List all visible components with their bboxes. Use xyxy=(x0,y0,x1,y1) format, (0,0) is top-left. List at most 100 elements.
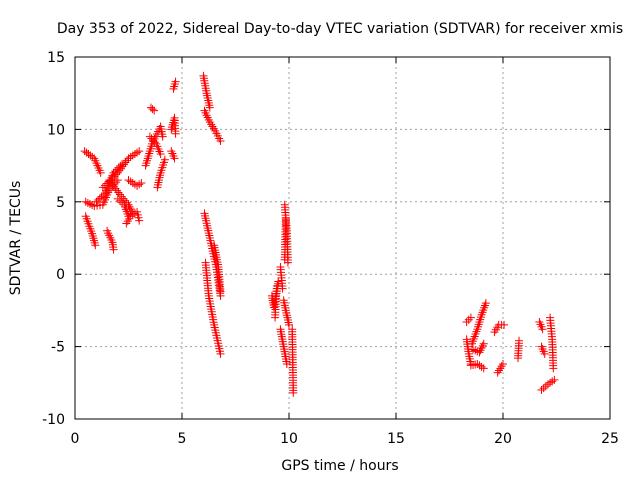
data-point xyxy=(500,320,509,329)
data-point xyxy=(112,186,121,195)
data-point xyxy=(170,154,179,163)
data-point xyxy=(548,377,557,386)
data-point xyxy=(135,216,144,225)
data-point xyxy=(112,170,121,179)
data-point xyxy=(156,150,165,159)
data-point xyxy=(473,359,482,368)
data-point xyxy=(133,148,142,157)
data-point xyxy=(97,192,106,201)
data-point xyxy=(133,181,142,190)
data-point xyxy=(150,138,159,147)
data-point xyxy=(83,198,92,207)
data-point xyxy=(171,77,180,86)
data-point xyxy=(106,178,115,187)
data-point xyxy=(158,132,167,141)
x-tick-label: 5 xyxy=(178,431,187,447)
data-point xyxy=(499,359,507,368)
data-point xyxy=(146,103,155,112)
y-tick-label: 5 xyxy=(56,195,65,211)
data-point xyxy=(549,364,558,373)
data-point xyxy=(550,375,559,384)
x-tick-label: 10 xyxy=(280,431,298,447)
data-point xyxy=(216,136,225,145)
x-axis-title: GPS time / hours xyxy=(281,458,398,474)
data-point xyxy=(540,349,549,358)
data-point xyxy=(103,179,112,188)
data-point xyxy=(88,201,97,210)
plot-frame xyxy=(74,56,611,420)
data-point xyxy=(111,184,120,193)
data-point xyxy=(479,364,488,373)
data-points xyxy=(80,71,559,397)
y-axis-title: SDTVAR / TECUs xyxy=(8,181,24,296)
data-point xyxy=(100,181,109,190)
data-point xyxy=(114,188,123,197)
data-point xyxy=(94,196,103,205)
data-point xyxy=(282,359,291,368)
data-point xyxy=(98,183,107,192)
data-point xyxy=(289,388,298,397)
data-point xyxy=(121,158,130,167)
data-point xyxy=(110,172,119,181)
grid-lines xyxy=(75,57,610,419)
data-point xyxy=(464,315,473,324)
data-point xyxy=(481,299,490,308)
y-tick-label: -10 xyxy=(42,412,65,428)
data-point xyxy=(216,287,225,296)
data-point xyxy=(147,134,156,143)
data-point xyxy=(115,196,124,205)
data-point xyxy=(126,177,135,186)
data-point xyxy=(122,156,131,165)
data-point xyxy=(546,378,555,387)
data-point xyxy=(113,168,122,177)
data-point xyxy=(116,164,125,173)
data-point xyxy=(113,176,122,185)
data-point xyxy=(538,325,547,334)
data-point xyxy=(537,386,546,395)
data-point xyxy=(148,105,157,114)
data-point xyxy=(128,178,137,187)
data-point xyxy=(130,150,139,159)
data-point xyxy=(124,176,133,185)
data-point xyxy=(473,347,482,356)
data-point xyxy=(118,162,127,171)
data-point xyxy=(95,194,104,203)
data-point xyxy=(216,349,225,358)
data-point xyxy=(541,382,550,391)
data-point xyxy=(115,166,124,175)
data-point xyxy=(280,255,289,264)
data-point xyxy=(91,241,100,250)
data-point xyxy=(96,168,105,177)
data-point xyxy=(145,132,154,141)
y-tick-label: 0 xyxy=(56,267,65,283)
data-point xyxy=(271,313,280,322)
data-point xyxy=(126,212,135,221)
data-point xyxy=(477,362,486,371)
data-point xyxy=(99,190,108,199)
data-point xyxy=(124,154,133,163)
data-point xyxy=(137,178,146,187)
x-tick-label: 25 xyxy=(601,431,619,447)
data-point xyxy=(126,152,135,161)
data-point xyxy=(539,384,548,393)
data-point xyxy=(85,199,94,208)
data-point xyxy=(160,155,169,164)
data-point xyxy=(135,180,144,189)
y-tick-label: 15 xyxy=(47,50,65,66)
data-point xyxy=(113,194,122,203)
x-tick-label: 15 xyxy=(387,431,405,447)
axis-ticks: 0 5 10 15 20 25 -10 -5 0 5 10 15 xyxy=(42,50,619,447)
x-tick-label: 20 xyxy=(494,431,512,447)
x-tick-label: 0 xyxy=(71,431,80,447)
data-point xyxy=(285,320,293,329)
data-point xyxy=(81,197,90,206)
data-point xyxy=(205,103,214,112)
data-point xyxy=(109,182,118,191)
data-point xyxy=(135,147,144,156)
data-point xyxy=(109,245,118,254)
data-point xyxy=(462,317,471,326)
data-point xyxy=(479,339,488,348)
data-point xyxy=(513,354,522,363)
y-tick-label: 10 xyxy=(47,122,65,138)
